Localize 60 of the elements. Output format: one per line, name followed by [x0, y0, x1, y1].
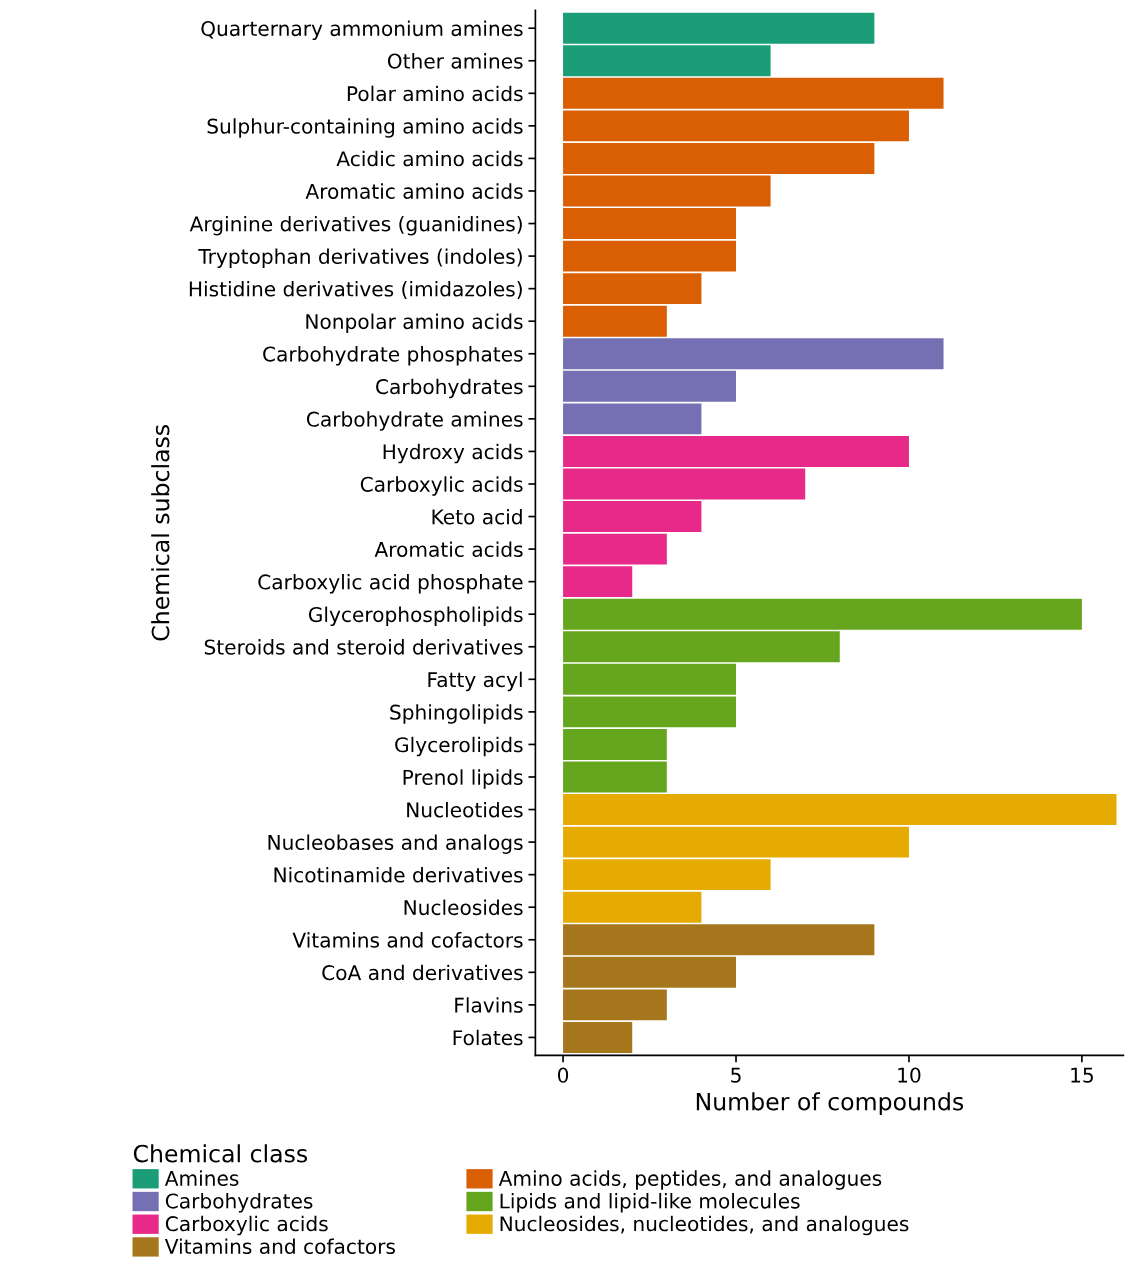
y-tick-label: Prenol lipids [403, 769, 523, 789]
y-tick-label: Carboxylic acids [360, 476, 523, 496]
legend-label: Amines [164, 1170, 239, 1186]
legend-label: Carbohydrates [165, 1193, 313, 1213]
y-tick-label: Folates [453, 1029, 523, 1046]
y-tick-label: Carbohydrate amines [306, 411, 523, 431]
legend-label: Amino acids, peptides, and analogues [498, 1170, 882, 1190]
y-tick-label: Histidine derivatives (imidazoles) [189, 281, 522, 299]
y-tick-label: Nicotinamide derivatives [274, 867, 523, 883]
bar [563, 338, 944, 370]
x-tick-label: 10 [898, 1067, 921, 1083]
bar [563, 468, 806, 500]
y-tick-label: Carbohydrates [376, 378, 523, 399]
y-tick-label: Keto acid [432, 508, 522, 525]
y-tick-label: Flavins [455, 997, 523, 1013]
x-axis-title: Number of compounds [696, 1092, 964, 1116]
y-tick-label: Carbohydrate phosphates [263, 346, 523, 366]
y-tick-label: Carboxylic acid phosphate [258, 574, 523, 594]
bar [563, 175, 771, 207]
bar [563, 501, 702, 532]
y-tick-label: Polar amino acids [347, 85, 523, 102]
legend-label: Lipids and lipid-like molecules [500, 1193, 800, 1213]
y-tick-label: Steroids and steroid derivatives [204, 639, 523, 655]
y-axis-title: Chemical subclass [151, 425, 170, 641]
legend-title: Chemical class [133, 1144, 308, 1163]
bar [563, 794, 1117, 826]
x-tick-label: 0 [557, 1067, 569, 1083]
legend-label: Vitamins and cofactors [164, 1238, 395, 1255]
y-tick-label: Glycerophospholipids [308, 606, 523, 627]
bar [563, 305, 667, 337]
y-tick-label: Hydroxy acids [383, 443, 523, 464]
y-tick-label: Fatty acyl [428, 671, 522, 692]
legend-label: Carboxylic acids [165, 1215, 328, 1236]
y-tick-label: Aromatic amino acids [305, 183, 523, 199]
bar [563, 761, 667, 793]
x-tick-label: 15 [1071, 1067, 1093, 1083]
y-tick-label: Nucleotides [407, 801, 523, 818]
y-tick-label: Sphingolipids [390, 704, 523, 724]
legend-label: Nucleosides, nucleotides, and analogues [500, 1215, 909, 1236]
bar [563, 208, 737, 239]
bar [563, 1021, 633, 1053]
y-tick-label: Quarternary ammonium amines [201, 20, 523, 41]
bar [563, 142, 875, 174]
bar [563, 924, 875, 956]
y-tick-label: CoA and derivatives [322, 964, 523, 981]
y-tick-label: Arginine derivatives (guanidines) [189, 215, 522, 236]
y-tick-label: Nucleosides [404, 899, 523, 916]
y-tick-label: Nonpolar amino acids [306, 313, 523, 334]
y-tick-label: Tryptophan derivatives (indoles) [198, 248, 522, 268]
y-tick-label: Acidic amino acids [336, 150, 523, 167]
x-tick-label: 5 [731, 1067, 741, 1083]
y-tick-label: Other amines [387, 53, 523, 69]
y-tick-label: Glycerolipids [395, 736, 523, 757]
bar [563, 435, 909, 467]
y-tick-label: Nucleobases and analogs [268, 834, 523, 854]
bar [563, 891, 702, 923]
y-tick-label: Vitamins and cofactors [292, 932, 523, 948]
y-tick-label: Sulphur-containing amino acids [207, 118, 523, 138]
y-tick-label: Aromatic acids [374, 541, 523, 558]
bar [563, 728, 667, 760]
